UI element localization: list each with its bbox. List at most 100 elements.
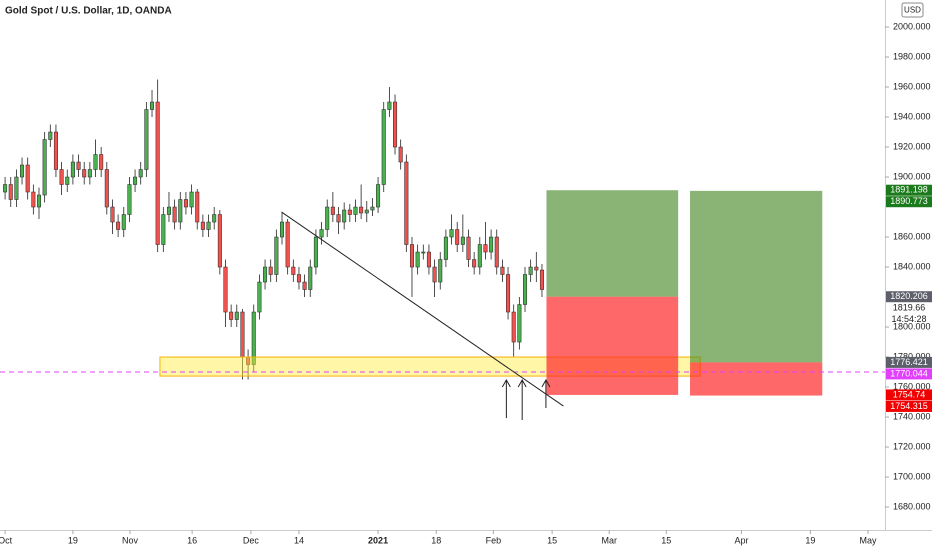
- x-tick-label: 15: [547, 535, 557, 545]
- candle-body: [189, 191, 194, 208]
- candle-body: [415, 251, 420, 268]
- candle-body: [381, 109, 386, 185]
- candle-body: [455, 229, 460, 245]
- x-tick-label: Oct: [0, 535, 13, 545]
- candle-body: [110, 206, 115, 223]
- x-tick-label: 14: [294, 535, 304, 545]
- candle-body: [240, 311, 245, 358]
- candle-body: [336, 214, 341, 223]
- price-tag-label: 1891.198: [890, 185, 928, 195]
- candle-body: [257, 281, 262, 313]
- price-tag-label: 1770.044: [890, 368, 928, 378]
- y-tick-label: 1740.000: [893, 411, 931, 421]
- y-tick-label: 1760.000: [893, 381, 931, 391]
- candle-body: [234, 311, 239, 320]
- y-tick-label: 1860.000: [893, 231, 931, 241]
- candle-body: [82, 169, 87, 178]
- candle-body: [523, 274, 528, 305]
- candle-body: [517, 304, 522, 343]
- candle-body: [472, 259, 477, 268]
- candle-body: [296, 274, 301, 283]
- price-tag: [886, 184, 932, 196]
- price-tag: [886, 389, 932, 401]
- candle-body: [87, 169, 92, 178]
- candle-body: [14, 176, 19, 200]
- price-tag: [886, 400, 932, 412]
- profit-zone: [690, 190, 823, 363]
- candle-body: [8, 184, 13, 200]
- candle-body: [36, 194, 41, 208]
- y-tick-label: 1980.000: [893, 51, 931, 61]
- y-tick-label: 1680.000: [893, 501, 931, 511]
- candle-body: [280, 221, 285, 238]
- candle-body: [432, 266, 437, 283]
- y-tick-label: 1960.000: [893, 81, 931, 91]
- candle-body: [150, 101, 155, 110]
- candle-body: [251, 311, 256, 365]
- profit-zone: [546, 190, 679, 297]
- arrow: [517, 378, 527, 421]
- candle-body: [449, 229, 454, 238]
- candle-body: [313, 236, 318, 268]
- candle-body: [166, 206, 171, 215]
- candle-body: [195, 191, 200, 223]
- candle-body: [534, 266, 539, 271]
- price-tag-label: 1776.421: [890, 357, 928, 367]
- x-tick-label: 19: [68, 535, 78, 545]
- x-tick-label: 19: [805, 535, 815, 545]
- candle-body: [483, 244, 488, 253]
- last-price-label: 1819.66: [893, 303, 926, 313]
- price-tag: [886, 356, 932, 368]
- candle-body: [144, 109, 149, 170]
- currency[interactable]: USD: [904, 6, 921, 15]
- candle-body: [477, 244, 482, 268]
- price-tag: [886, 368, 932, 380]
- candle-body: [183, 199, 188, 208]
- y-tick-label: 1800.000: [893, 321, 931, 331]
- countdown-label: 14:54:28: [891, 314, 926, 324]
- candle-body: [65, 176, 70, 185]
- candle-body: [70, 161, 75, 178]
- trend-line: [281, 211, 564, 407]
- x-tick-label: Nov: [122, 535, 139, 545]
- candle-body: [528, 266, 533, 275]
- candle-body: [387, 101, 392, 110]
- candle-body: [489, 236, 494, 253]
- price-tag-label: 1820.206: [890, 291, 928, 301]
- x-tick-label: Feb: [486, 535, 502, 545]
- y-tick-label: 1900.000: [893, 171, 931, 181]
- candle-body: [291, 266, 296, 275]
- candle-body: [93, 154, 98, 170]
- candle-body: [421, 251, 426, 254]
- y-tick-label: 1720.000: [893, 441, 931, 451]
- chart-title: Gold Spot / U.S. Dollar, 1D, OANDA: [5, 6, 172, 17]
- candle-body: [76, 161, 81, 170]
- candle-body: [31, 191, 36, 208]
- candle-body: [263, 266, 268, 283]
- candle-body: [172, 206, 177, 223]
- candle-body: [342, 209, 347, 223]
- y-tick-label: 2000.000: [893, 21, 931, 31]
- candle-body: [393, 101, 398, 148]
- candle-body: [398, 146, 403, 163]
- candle-body: [104, 169, 109, 208]
- candle-body: [376, 184, 381, 208]
- candle-body: [438, 259, 443, 283]
- candle-body: [133, 176, 138, 185]
- candle-body: [121, 214, 126, 230]
- candle-body: [359, 206, 364, 214]
- currency-box[interactable]: [901, 2, 924, 18]
- candle-body: [494, 236, 499, 268]
- candle-body: [330, 206, 335, 215]
- candle-body: [229, 311, 234, 320]
- candle-body: [370, 206, 375, 211]
- x-tick-label: 15: [661, 535, 671, 545]
- candle-body: [364, 209, 369, 214]
- candle-body: [409, 244, 414, 268]
- price-tag: [886, 196, 932, 208]
- x-tick-label: Mar: [601, 535, 617, 545]
- candle-body: [3, 184, 8, 193]
- candle-body: [20, 164, 25, 178]
- candle-body: [127, 184, 132, 215]
